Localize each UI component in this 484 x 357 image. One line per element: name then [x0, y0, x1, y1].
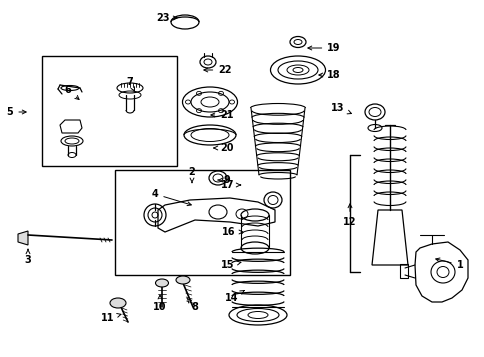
Ellipse shape — [176, 276, 190, 284]
Text: 16: 16 — [222, 227, 242, 237]
Text: 18: 18 — [318, 70, 340, 80]
Text: 8: 8 — [186, 298, 198, 312]
Polygon shape — [18, 231, 28, 245]
Text: 4: 4 — [151, 189, 191, 206]
Text: 6: 6 — [64, 85, 79, 100]
Text: 12: 12 — [343, 204, 356, 227]
Bar — [399, 264, 407, 278]
Text: 15: 15 — [221, 260, 241, 270]
Text: 2: 2 — [188, 167, 195, 182]
Text: 23: 23 — [156, 13, 177, 23]
Text: 3: 3 — [25, 249, 31, 265]
Text: 1: 1 — [435, 258, 462, 270]
Bar — [115, 170, 289, 275]
Text: 10: 10 — [153, 295, 166, 312]
Text: 19: 19 — [307, 43, 340, 53]
Text: 13: 13 — [331, 103, 351, 114]
Bar — [42, 56, 177, 166]
Text: 7: 7 — [126, 77, 134, 91]
Text: 5: 5 — [7, 107, 26, 117]
Ellipse shape — [110, 298, 126, 308]
Text: 14: 14 — [225, 291, 244, 303]
Text: 9: 9 — [218, 175, 230, 185]
Ellipse shape — [155, 279, 168, 287]
Text: 21: 21 — [211, 110, 233, 120]
Text: 20: 20 — [213, 143, 233, 153]
Text: 22: 22 — [203, 65, 231, 75]
Text: 17: 17 — [221, 180, 240, 190]
Text: 11: 11 — [101, 313, 121, 323]
